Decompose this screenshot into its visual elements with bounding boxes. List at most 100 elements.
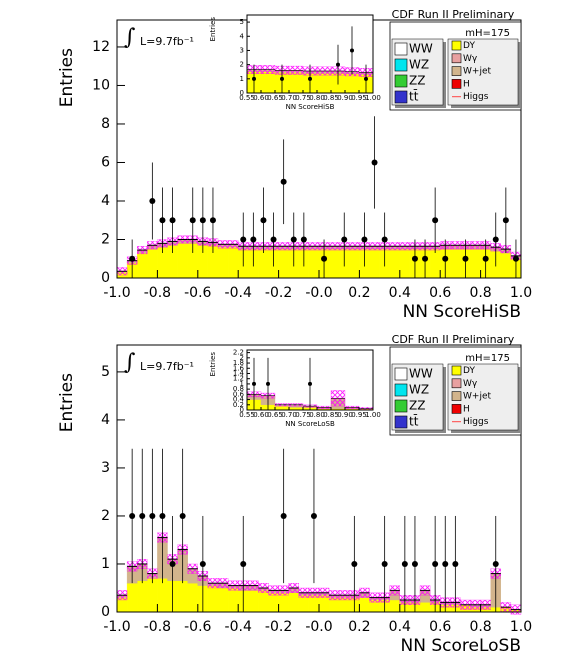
y-tick-label: 4 (101, 412, 110, 428)
x-tick-label: -0.0 (305, 285, 332, 301)
stack-segment (177, 580, 188, 613)
stack-segment (470, 248, 481, 279)
stack-segment (500, 252, 512, 279)
data-point (240, 236, 247, 243)
stack-segment (147, 248, 158, 279)
legend-label: ZZ (409, 399, 425, 413)
data-point (452, 560, 459, 567)
x-tick-label: 0.90 (337, 94, 353, 102)
x-tick-label: 0.80 (309, 411, 325, 419)
legend-swatch (451, 53, 462, 64)
stack-segment (399, 248, 411, 279)
stack-segment (258, 590, 269, 613)
legend-swatch (451, 378, 462, 389)
stack-segment (258, 248, 269, 279)
integral-sign: ∫ (124, 25, 136, 50)
y-tick-label: 1.4 (233, 369, 245, 377)
stack-segment (187, 582, 198, 613)
data-point (199, 560, 206, 567)
stack-segment (278, 592, 289, 613)
y-tick-label: 3 (101, 460, 110, 476)
x-tick-label: 0.60 (253, 411, 269, 419)
legend-title: CDF Run II Preliminary (392, 8, 515, 21)
x-tick-label: 0.90 (337, 411, 353, 419)
data-point (179, 512, 186, 519)
data-point (411, 255, 418, 262)
y-tick-label: 4 (240, 32, 245, 40)
y-tick-label: 0 (240, 89, 244, 97)
x-tick-label: 0.60 (253, 94, 269, 102)
x-tick-label: 1.00 (365, 94, 381, 102)
y-tick-label: 0 (240, 406, 244, 414)
legend-swatch (451, 40, 462, 51)
legend-label: W+jet (463, 392, 491, 402)
x-tick-label: 0.70 (281, 94, 297, 102)
stack-segment (419, 602, 431, 613)
stack-segment (389, 248, 401, 279)
data-point (169, 560, 176, 567)
integral-sign: ∫ (124, 350, 136, 375)
stack-segment (177, 243, 188, 279)
y-tick-label: 0 (101, 604, 110, 620)
x-tick-label: 0.4 (389, 619, 411, 635)
x-tick-label: 0.70 (281, 411, 297, 419)
plot-frame (246, 14, 374, 94)
stack-segment (316, 72, 332, 94)
x-tick-label: 0.55 (239, 411, 255, 419)
y-tick-label: 0.4 (233, 396, 245, 404)
data-point (129, 512, 136, 519)
stack-segment (260, 71, 276, 94)
x-tick-label: -0.8 (144, 619, 171, 635)
legend-swatch (394, 367, 408, 381)
data-point (462, 255, 469, 262)
stack-segment (157, 578, 168, 613)
stack-segment (288, 592, 300, 613)
stack-segment (136, 252, 148, 279)
legend-label: DY (463, 41, 475, 51)
data-point (364, 76, 368, 81)
x-tick-label: 0.6 (429, 619, 451, 635)
x-tick-label: -0.8 (144, 285, 171, 301)
x-tick-label: 0.2 (348, 619, 370, 635)
x-tick-label: 0.85 (323, 411, 339, 419)
stack-segment (126, 582, 138, 613)
stack-segment (308, 248, 320, 279)
y-axis-label: Entries (57, 373, 77, 432)
y-tick-label: 10 (92, 77, 110, 93)
data-point (321, 255, 328, 262)
x-tick-label: 0.65 (267, 411, 283, 419)
stack-segment (136, 580, 148, 613)
x-tick-label: 0.8 (469, 285, 491, 301)
stack-segment (227, 587, 239, 613)
x-tick-label: 0.80 (309, 94, 325, 102)
legend-label: Higgs (463, 92, 489, 102)
x-tick-label: -0.2 (265, 285, 292, 301)
x-tick-label: 0.95 (351, 94, 367, 102)
legend-swatch (451, 79, 462, 89)
y-tick-label: 0 (101, 270, 110, 286)
x-tick-label: -1.0 (103, 285, 130, 301)
legend-label: H (463, 79, 470, 89)
data-point (159, 217, 166, 224)
data-point (169, 217, 176, 224)
data-point (260, 217, 267, 224)
stack-segment (288, 72, 304, 94)
y-tick-label: 12 (92, 39, 110, 55)
data-point (401, 560, 408, 567)
legend-swatch (394, 42, 408, 56)
legend-title: CDF Run II Preliminary (392, 333, 515, 346)
stack-segment (328, 248, 340, 279)
legend-swatch (451, 66, 462, 76)
legend-swatch (394, 415, 408, 429)
data-point (381, 560, 388, 567)
plot-frame (246, 349, 374, 411)
data-point (310, 512, 317, 519)
y-axis-label: Entries (57, 48, 77, 107)
data-point (381, 236, 388, 243)
legend-swatch (394, 383, 408, 397)
data-point (350, 48, 354, 53)
y-tick-label: 2 (240, 61, 244, 69)
legend-label: WW (409, 367, 433, 381)
data-point (189, 217, 196, 224)
data-point (270, 236, 277, 243)
